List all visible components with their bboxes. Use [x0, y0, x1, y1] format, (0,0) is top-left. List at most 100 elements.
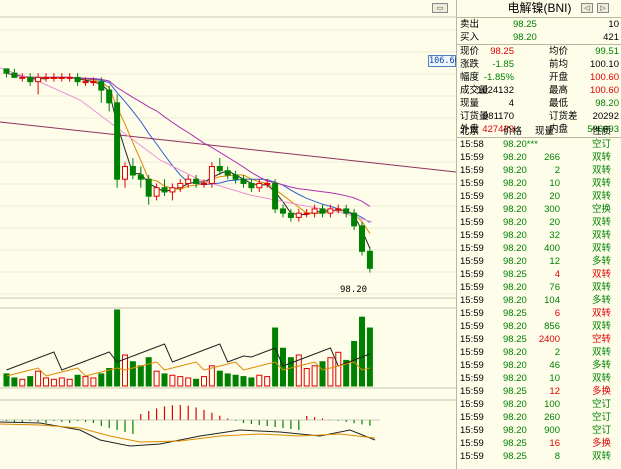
buy-row: 买入 98.20 421	[460, 32, 619, 43]
quote-row: 成交量 1024132 最高 100.60	[460, 85, 619, 96]
tick-row: 15:59 98.25 2400 空转	[460, 334, 612, 345]
volume-bar	[3, 373, 10, 387]
volume-bar	[311, 365, 318, 387]
candle	[161, 179, 168, 197]
sell-row: 卖出 98.25 10	[460, 19, 619, 30]
volume-bar	[19, 378, 26, 387]
volume-bar	[27, 376, 34, 387]
ma60-line	[0, 121, 456, 173]
tick-row: 15:59 98.20 400 双转	[460, 243, 612, 254]
volume-bar	[287, 357, 294, 387]
volume-bar	[264, 376, 271, 387]
volume-bar	[295, 354, 302, 387]
last-price-label: 98.20	[340, 285, 368, 295]
volume-bar	[58, 377, 65, 387]
volume-bar	[303, 368, 310, 387]
volume-bar	[161, 373, 168, 387]
candle	[232, 170, 239, 184]
quote-row: 涨跌 -1.85 前均 100.10	[460, 59, 619, 70]
prev-icon[interactable]: ◁	[581, 3, 593, 13]
quote-row: 外盘 427439 内盘 596693	[460, 124, 619, 135]
candle	[224, 166, 231, 180]
candle	[248, 179, 255, 192]
candle	[295, 208, 302, 222]
candle	[19, 73, 26, 82]
volume-bar	[177, 376, 184, 387]
volume-bar	[216, 370, 223, 387]
volume-bar	[185, 377, 192, 387]
candle	[319, 204, 326, 218]
candle	[137, 166, 144, 188]
volume-bar	[208, 365, 215, 387]
quote-row: 订货量 981170 订货差 20292	[460, 111, 619, 122]
quote-panel: 电解镍(BNI) ◁ ▷ 卖出 98.25 10 买入 98.20 421 现价…	[456, 0, 621, 469]
candle	[35, 73, 42, 95]
tick-row: 15:59 98.25 16 多换	[460, 438, 612, 449]
candle	[3, 68, 10, 78]
volume-bar	[327, 357, 334, 387]
candle	[106, 85, 113, 112]
candle	[58, 73, 65, 82]
volume-bar	[153, 370, 160, 387]
candle	[145, 174, 152, 205]
candle	[177, 179, 184, 192]
candle	[343, 204, 350, 218]
tick-row: 15:59 98.20 300 空换	[460, 204, 612, 215]
candle	[98, 77, 105, 103]
candle	[366, 247, 373, 273]
candle	[216, 158, 223, 175]
candle	[122, 162, 128, 188]
volume-bar	[224, 373, 231, 387]
tick-row: 15:59 98.20 100 空订	[460, 399, 612, 410]
candle	[11, 68, 18, 78]
volume-bar	[240, 376, 247, 387]
candle	[264, 179, 271, 188]
tick-row: 15:59 98.20 266 双转	[460, 152, 612, 163]
volume-bar	[50, 378, 57, 387]
candle	[169, 183, 176, 201]
candle	[129, 158, 136, 180]
volume-bar	[137, 365, 144, 387]
candle	[287, 208, 294, 222]
tick-row: 15:59 98.20 856 双转	[460, 321, 612, 332]
volume-bar	[98, 373, 105, 387]
price-axis-tag: 106.60	[428, 55, 460, 67]
volume-bar	[319, 361, 326, 387]
volume-bar	[280, 347, 286, 387]
candle	[193, 174, 200, 188]
candle	[240, 174, 247, 188]
volume-bar	[114, 309, 121, 387]
chart-grid	[0, 16, 456, 401]
tick-row: 15:59 98.20 76 双转	[460, 282, 612, 293]
candle	[272, 179, 279, 214]
kline-chart[interactable]	[0, 0, 456, 469]
volume-bar	[272, 327, 279, 387]
volume-bar	[35, 370, 42, 387]
tick-row: 15:59 98.20 46 多转	[460, 360, 612, 371]
tick-row: 15:59 98.25 8 双转	[460, 451, 612, 462]
tick-row: 15:58 98.20*** 空订	[460, 139, 612, 150]
volume-bar	[11, 377, 18, 387]
volume-bar	[129, 361, 136, 387]
tick-row: 15:59 98.20 2 双转	[460, 347, 612, 358]
chart-toggle-icon[interactable]: ▭	[432, 3, 448, 13]
volume-bar	[82, 376, 89, 387]
volume-bar	[232, 374, 239, 387]
candle	[114, 94, 121, 188]
volume-bar	[343, 359, 350, 387]
volume-bar	[193, 378, 200, 387]
tick-row: 15:59 98.20 20 双转	[460, 191, 612, 202]
candle	[280, 204, 286, 218]
candle	[185, 174, 192, 188]
candle	[66, 73, 73, 82]
tick-row: 15:59 98.25 6 双转	[460, 308, 612, 319]
quote-row: 幅度 -1.85% 开盘 100.60	[460, 72, 619, 83]
candle	[327, 204, 334, 218]
tick-row: 15:59 98.20 10 双转	[460, 178, 612, 189]
volume-bar	[359, 316, 365, 387]
candle	[50, 73, 57, 82]
volume-bars	[3, 309, 373, 387]
next-icon[interactable]: ▷	[597, 3, 609, 13]
candle	[359, 221, 365, 256]
tick-row: 15:59 98.20 32 双转	[460, 230, 612, 241]
